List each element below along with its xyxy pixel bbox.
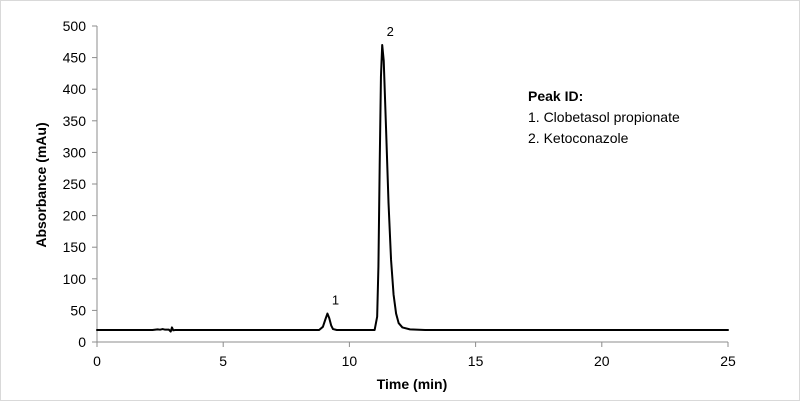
y-tick-label: 150 bbox=[63, 239, 87, 255]
x-tick-label: 0 bbox=[93, 353, 101, 369]
y-tick-label: 50 bbox=[70, 302, 86, 318]
x-axis: 0 5 10 15 20 25 bbox=[93, 341, 736, 369]
x-tick-label: 5 bbox=[219, 353, 227, 369]
y-tick-label: 100 bbox=[63, 271, 87, 287]
y-axis-title: Absorbance (mAu) bbox=[33, 122, 49, 247]
series-line-1 bbox=[96, 43, 729, 333]
y-tick-label: 300 bbox=[63, 144, 87, 160]
x-tick-label: 25 bbox=[720, 353, 736, 369]
y-tick-label: 250 bbox=[63, 176, 87, 192]
peak-label-1: 1 bbox=[332, 293, 339, 308]
y-tick-label: 350 bbox=[63, 113, 87, 129]
x-tick-label: 10 bbox=[342, 353, 358, 369]
y-tick-label: 200 bbox=[63, 208, 87, 224]
series-group bbox=[96, 43, 729, 333]
legend-title: Peak ID: bbox=[528, 88, 583, 104]
x-tick-label: 20 bbox=[594, 353, 610, 369]
x-tick-label: 15 bbox=[468, 353, 484, 369]
y-axis: 0 50 100 150 200 250 300 350 400 450 500 bbox=[63, 18, 98, 350]
legend: Peak ID: 1. Clobetasol propionate 2. Ket… bbox=[528, 88, 680, 146]
legend-item-2: 2. Ketoconazole bbox=[528, 130, 629, 146]
y-tick-label: 500 bbox=[63, 18, 87, 34]
y-tick-label: 0 bbox=[78, 334, 86, 350]
y-tick-label: 400 bbox=[63, 81, 87, 97]
x-axis-title: Time (min) bbox=[377, 376, 448, 392]
peak-label-2: 2 bbox=[387, 24, 394, 39]
y-tick-label: 450 bbox=[63, 50, 87, 66]
peak-labels: 12 bbox=[332, 24, 394, 308]
legend-item-1: 1. Clobetasol propionate bbox=[528, 109, 680, 125]
